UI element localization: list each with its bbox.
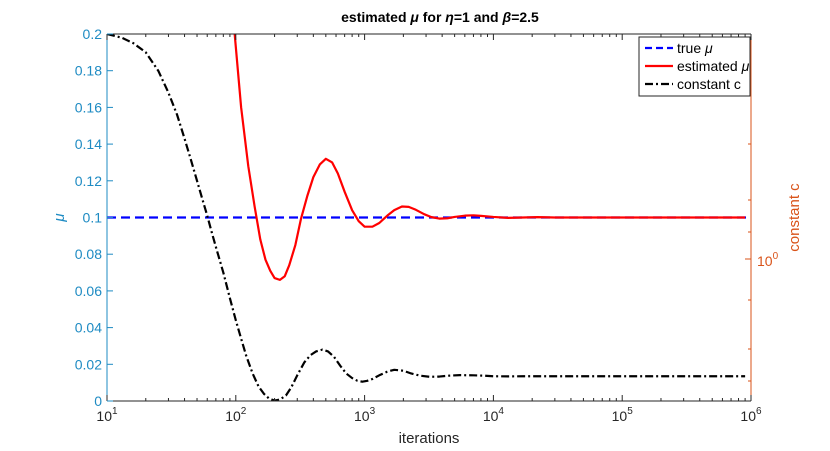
- chart-title-part: β: [502, 9, 512, 25]
- x-tick-label-exp: 6: [756, 406, 762, 417]
- y-right-tick-label-base: 10: [757, 253, 773, 269]
- legend-label-part: true: [677, 40, 705, 56]
- x-tick-label-exp: 5: [627, 406, 633, 417]
- y-tick-label: 0: [94, 393, 102, 409]
- legend-label-part: estimated: [677, 58, 742, 74]
- x-tick-label-exp: 4: [498, 406, 504, 417]
- x-tick-label-base: 10: [225, 408, 241, 424]
- y-tick-label: 0.14: [75, 136, 102, 152]
- x-tick-label: 103: [354, 406, 376, 424]
- x-tick-label-exp: 3: [370, 406, 376, 417]
- y-right-tick-label-exp: 0: [773, 251, 779, 262]
- y-tick-label: 0.12: [75, 173, 102, 189]
- series-line-3: [107, 34, 746, 401]
- x-tick-label-base: 10: [612, 408, 628, 424]
- x-tick-label: 101: [96, 406, 118, 424]
- chart-title-part: η: [445, 9, 454, 25]
- x-tick-label: 102: [225, 406, 247, 424]
- chart-title-part: μ: [409, 9, 419, 25]
- legend-label-2: estimated μ: [677, 58, 750, 74]
- legend-label-part: μ: [704, 40, 713, 56]
- y-tick-label: 0.18: [75, 63, 102, 79]
- x-tick-label-base: 10: [96, 408, 112, 424]
- x-tick-label-exp: 2: [241, 406, 247, 417]
- y-tick-label: 0.2: [83, 26, 103, 42]
- x-tick-label-base: 10: [483, 408, 499, 424]
- chart-title-part: estimated: [341, 9, 410, 25]
- x-axis-label: iterations: [399, 430, 460, 447]
- x-tick-label-base: 10: [354, 408, 370, 424]
- legend-label-part: μ: [741, 58, 750, 74]
- x-tick-label: 105: [612, 406, 634, 424]
- chart-title-part: for: [419, 9, 445, 25]
- y-tick-label: 0.04: [75, 320, 102, 336]
- y-axis-label-left: μ: [51, 213, 68, 222]
- x-tick-label-base: 10: [740, 408, 756, 424]
- legend-label-part: constant c: [677, 76, 741, 92]
- series-line-2: [233, 34, 746, 281]
- y-tick-label: 0.08: [75, 246, 102, 262]
- chart-title: estimated μ for η=1 and β=2.5: [341, 9, 539, 25]
- chart-title-part: =2.5: [511, 9, 539, 25]
- y-tick-label: 0.02: [75, 356, 102, 372]
- y-right-tick-label: 100: [757, 251, 779, 269]
- chart-title-part: =1 and: [454, 9, 503, 25]
- legend-label-1: true μ: [677, 40, 713, 56]
- series-layer: [107, 34, 751, 401]
- y-axis-label-right: constant c: [786, 183, 803, 252]
- y-tick-label: 0.1: [83, 210, 103, 226]
- x-tick-label: 104: [483, 406, 505, 424]
- legend-label-3: constant c: [677, 76, 741, 92]
- y-tick-label: 0.06: [75, 283, 102, 299]
- x-tick-label-exp: 1: [112, 406, 118, 417]
- x-tick-label: 106: [740, 406, 762, 424]
- y-tick-label: 0.16: [75, 99, 102, 115]
- axes-layer: 101 102 103 104 105 10600.020.040.060.080.10.…: [51, 26, 803, 447]
